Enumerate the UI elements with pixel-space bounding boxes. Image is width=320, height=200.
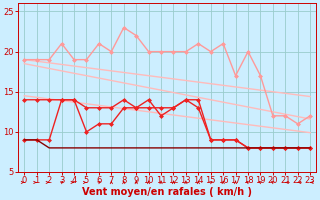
X-axis label: Vent moyen/en rafales ( km/h ): Vent moyen/en rafales ( km/h ) bbox=[82, 187, 252, 197]
